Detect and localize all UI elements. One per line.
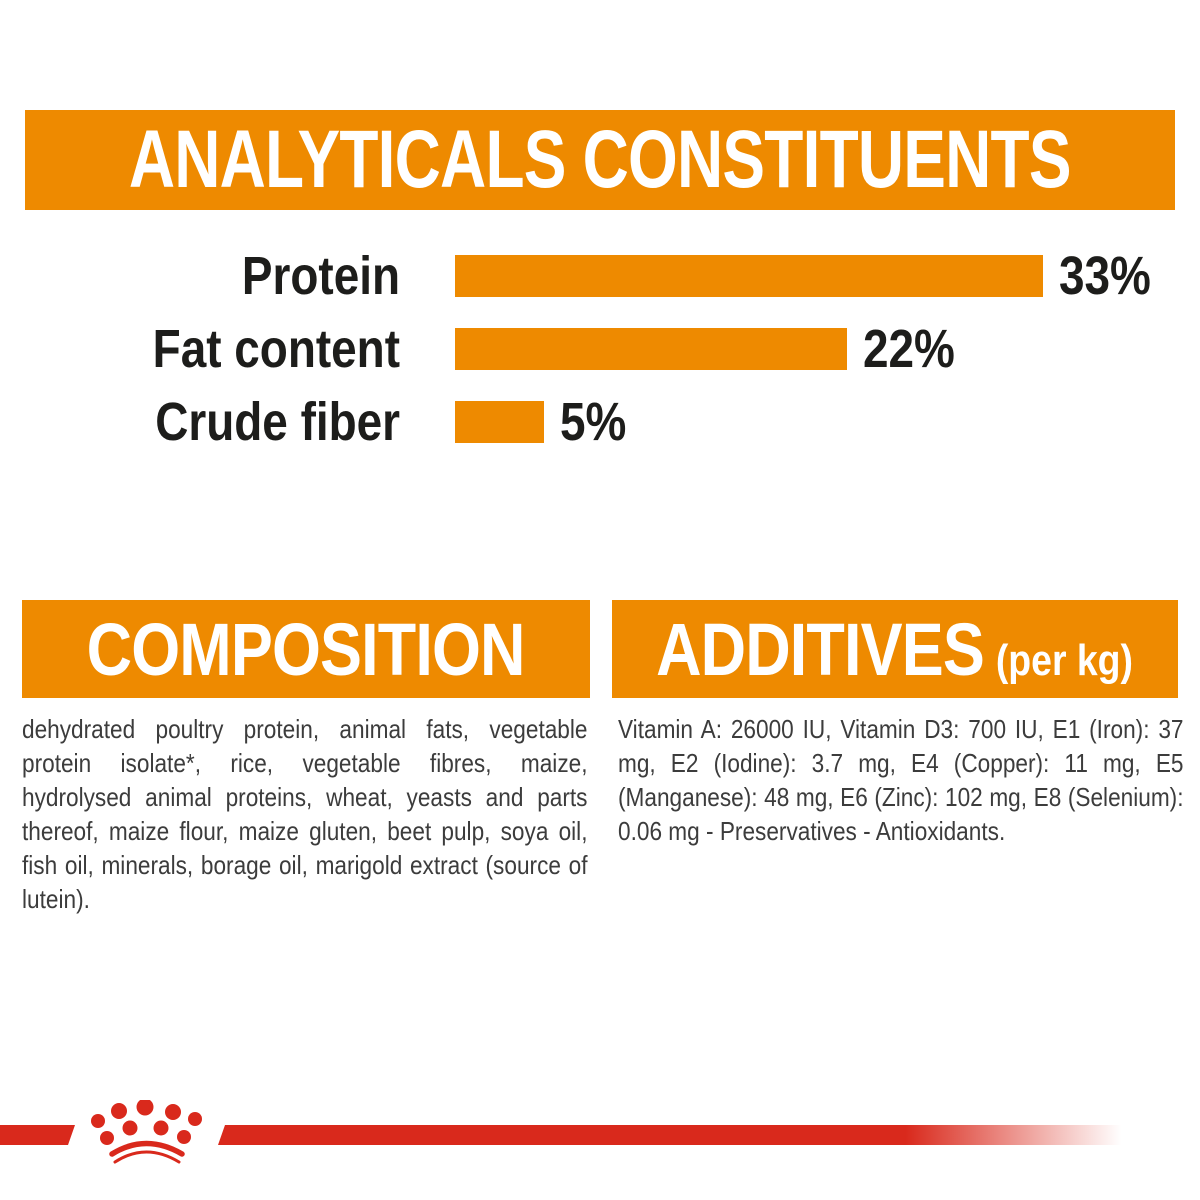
chart-row-label: Protein: [241, 246, 400, 306]
additives-unit-label: (per kg): [996, 635, 1134, 685]
analyticals-header-banner: ANALYTICALS CONSTITUENTS: [25, 110, 1175, 210]
chart-bar-value: 22%: [863, 319, 955, 379]
chart-row-fat-content: Fat content 22%: [0, 319, 1200, 379]
royal-canin-crown-logo: [91, 1100, 202, 1164]
brand-logo-box: [75, 1085, 218, 1187]
chart-bar-value: 5%: [560, 392, 627, 452]
additives-text: Vitamin A: 26000 IU, Vitamin D3: 700 IU,…: [618, 714, 1184, 846]
chart-row-label: Fat content: [152, 319, 400, 379]
composition-text: dehydrated poultry protein, animal fats,…: [22, 714, 588, 914]
composition-title: COMPOSITION: [87, 607, 526, 691]
chart-row-protein: Protein 33%: [0, 246, 1200, 306]
additives-banner: ADDITIVES (per kg): [612, 600, 1178, 698]
chart-bar-crude-fiber: [455, 401, 544, 443]
chart-row-crude-fiber: Crude fiber 5%: [0, 392, 1200, 452]
chart-bar-protein: [455, 255, 1043, 297]
footer-red-rule-left: [0, 1125, 75, 1145]
analyticals-header-title: ANALYTICALS CONSTITUENTS: [129, 114, 1072, 205]
chart-bar-fat-content: [455, 328, 847, 370]
crown-band-thick: [109, 1140, 185, 1157]
additives-title-group: ADDITIVES (per kg): [657, 607, 1134, 692]
crown-inner-dots: [100, 1120, 191, 1145]
composition-banner: COMPOSITION: [22, 600, 590, 698]
chart-bar-value: 33%: [1059, 246, 1151, 306]
crown-band-thin: [113, 1150, 181, 1164]
additives-title: ADDITIVES: [656, 607, 986, 691]
footer-red-rule-right: [218, 1125, 1200, 1145]
chart-row-label: Crude fiber: [155, 392, 400, 452]
crown-outer-dots: [91, 1100, 202, 1128]
